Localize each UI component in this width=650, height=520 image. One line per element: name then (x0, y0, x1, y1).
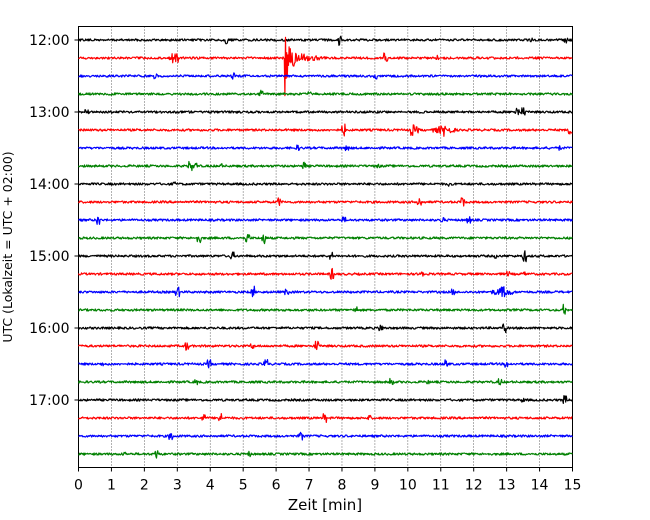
x-tick-label: 14 (531, 478, 549, 494)
trace-layer (77, 35, 573, 459)
x-axis-label: Zeit [min] (288, 496, 362, 514)
y-ticks: 12:00 13:00 14:00 15:00 16:00 17:00 (29, 33, 79, 409)
x-tick-label: 5 (239, 478, 248, 494)
trace-line (78, 413, 573, 423)
y-axis-label: UTC (Lokalzeit = UTC + 02:00) (0, 151, 15, 342)
x-tick-label: 15 (564, 478, 582, 494)
trace-line (78, 144, 573, 152)
x-tick-label: 13 (498, 478, 516, 494)
x-tick-label: 8 (338, 478, 347, 494)
trace-line (78, 323, 573, 334)
trace-line (78, 216, 573, 225)
trace-line (77, 250, 573, 263)
trace-line (77, 107, 573, 116)
x-tick-label: 6 (272, 478, 281, 494)
x-tick-label: 11 (432, 478, 450, 494)
trace-line (78, 36, 573, 97)
trace-line (78, 72, 573, 80)
x-tick-label: 7 (305, 478, 314, 494)
trace-line (78, 303, 573, 315)
trace-line (78, 359, 573, 369)
x-tick-label: 4 (206, 478, 215, 494)
y-tick-label: 14:00 (29, 177, 69, 193)
plot-frame (78, 26, 573, 468)
y-tick-label: 16:00 (29, 321, 69, 337)
x-tick-label: 2 (140, 478, 149, 494)
x-tick-label: 3 (173, 478, 182, 494)
x-ticks: 0 1 2 3 4 5 6 7 8 9 10 11 12 13 14 15 (74, 467, 582, 494)
y-tick-label: 13:00 (29, 105, 69, 121)
trace-line (78, 181, 573, 187)
y-tick-label: 12:00 (29, 33, 69, 49)
trace-line (78, 450, 573, 459)
trace-line (78, 234, 573, 245)
trace-line (78, 123, 573, 137)
trace-line (77, 89, 573, 97)
trace-line (77, 160, 573, 172)
y-tick-label: 17:00 (29, 393, 69, 409)
trace-line (78, 197, 573, 207)
trace-line (77, 395, 573, 404)
trace-line (77, 267, 573, 280)
x-tick-label: 9 (370, 478, 379, 494)
x-tick-label: 1 (107, 478, 116, 494)
x-tick-label: 12 (465, 478, 483, 494)
x-tick-label: 0 (74, 478, 83, 494)
x-tick-label: 10 (399, 478, 417, 494)
y-tick-label: 15:00 (29, 249, 69, 265)
trace-line (77, 340, 573, 351)
trace-line (78, 285, 573, 298)
trace-line (77, 377, 573, 386)
trace-line (78, 431, 573, 441)
trace-line (77, 35, 573, 46)
